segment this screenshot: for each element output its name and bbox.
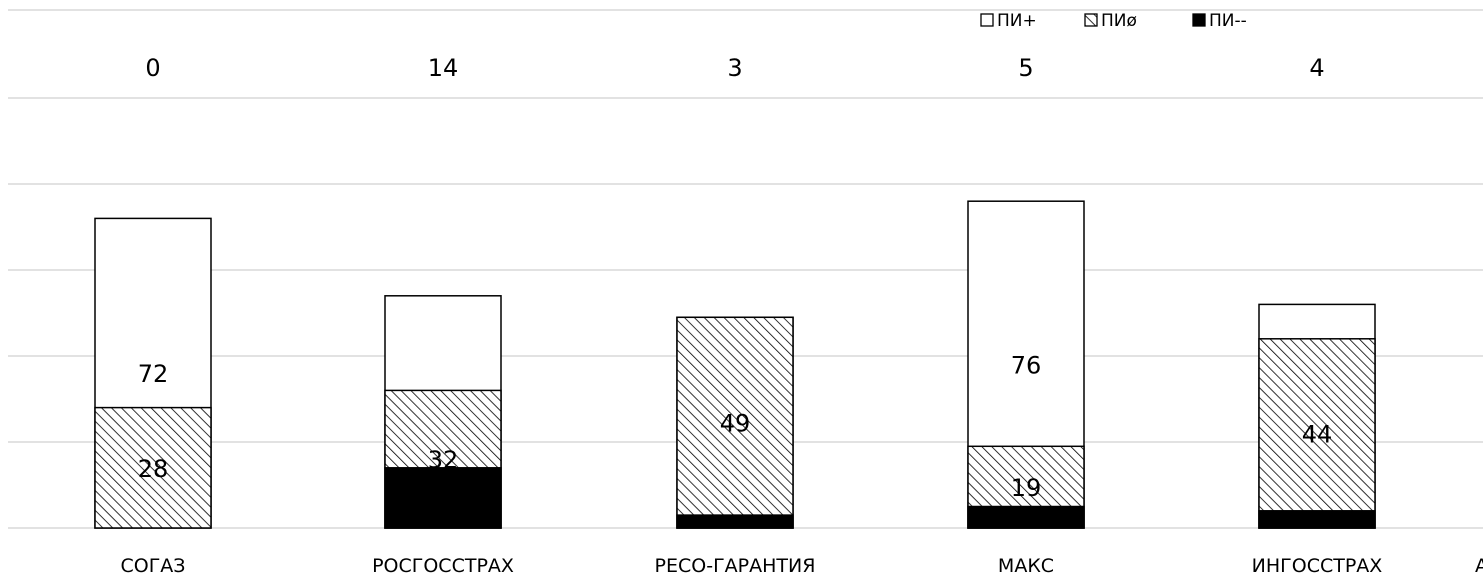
category-axis: СОГАЗ РОСГОССТРАХ РЕСО-ГАРАНТИЯ МАКС ИНГОССТ… — [121, 555, 1483, 577]
bar-segment-pi-minus — [676, 514, 794, 529]
data-label-pi-neutral: 28 — [138, 455, 169, 483]
bar-segment-pi-minus — [967, 505, 1085, 529]
bar-segment-pi-neutral — [94, 406, 212, 529]
category-label: ИНГОССТРАХ — [1252, 555, 1383, 577]
legend-swatch-pi-neutral — [1084, 13, 1098, 27]
legend-label-pi-plus: ПИ+ — [997, 11, 1037, 31]
category-label: СОГАЗ — [121, 555, 186, 577]
data-label-pi-minus: 4 — [1309, 54, 1324, 82]
legend: ПИ+ ПИø ПИ-- — [980, 11, 1247, 31]
category-label: МАКС — [998, 555, 1054, 577]
gridlines — [8, 9, 1483, 529]
data-label-pi-neutral: 44 — [1302, 420, 1333, 448]
bar-segment-pi-neutral — [1258, 338, 1376, 529]
bar-segment-pi-minus — [1258, 510, 1376, 529]
data-label-pi-neutral: 49 — [720, 410, 751, 438]
data-label-pi-plus: 76 — [1011, 352, 1042, 380]
category-label: РОСГОССТРАХ — [372, 555, 514, 577]
data-label-pi-minus: 5 — [1018, 54, 1033, 82]
legend-label-pi-neutral: ПИø — [1101, 11, 1137, 31]
data-label-pi-minus: 3 — [727, 54, 742, 82]
legend-swatch-pi-plus — [980, 13, 994, 27]
data-label-pi-neutral: 19 — [1011, 474, 1042, 502]
bar-segment-pi-neutral — [676, 316, 794, 529]
category-label-clipped: А — [1475, 555, 1483, 577]
data-label-pi-plus: 72 — [138, 360, 169, 388]
bar-segment-pi-minus — [384, 467, 502, 529]
category-label: РЕСО-ГАРАНТИЯ — [655, 555, 816, 577]
bars-layer: 72280543214494937619552444 — [94, 54, 1376, 529]
legend-swatch-pi-minus — [1192, 13, 1206, 27]
data-label-pi-minus: 14 — [428, 54, 459, 82]
data-label-pi-minus: 0 — [145, 54, 160, 82]
legend-label-pi-minus: ПИ-- — [1209, 11, 1247, 31]
